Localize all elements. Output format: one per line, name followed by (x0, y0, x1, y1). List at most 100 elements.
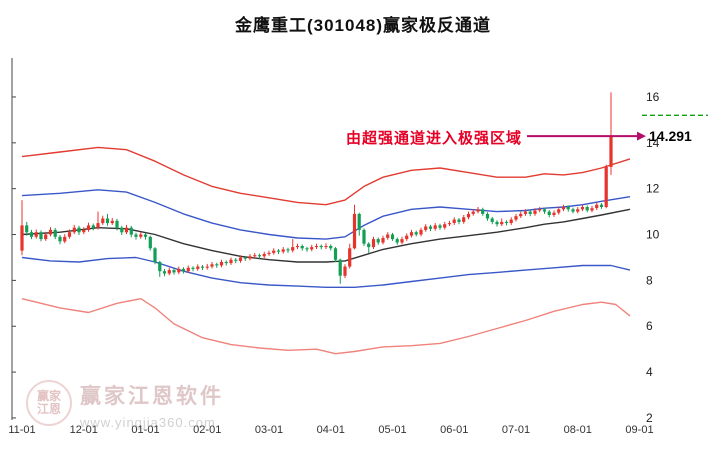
candle (433, 223, 437, 231)
candle (362, 228, 366, 246)
candle (25, 221, 29, 236)
candle (452, 217, 456, 225)
annotation-arrowhead (637, 131, 646, 141)
candle (504, 220, 509, 226)
candle (590, 205, 594, 213)
candle (509, 217, 513, 225)
candle (224, 260, 228, 266)
candle (571, 207, 575, 214)
candle (471, 209, 475, 216)
candle (319, 244, 323, 250)
candle (257, 253, 262, 259)
candle (58, 235, 62, 245)
candle (48, 227, 53, 237)
candle (139, 231, 143, 239)
candle (576, 207, 580, 214)
candle (542, 207, 547, 214)
candle (552, 210, 556, 217)
y-axis-label: 14 (646, 136, 660, 150)
candle (29, 229, 34, 240)
band-lower-outer (21, 298, 631, 355)
candle (101, 215, 105, 225)
candle (371, 236, 376, 249)
candle (390, 232, 395, 241)
candle (338, 258, 342, 284)
candle (205, 263, 209, 270)
candle (357, 212, 361, 236)
candle (143, 232, 148, 240)
candle (476, 207, 480, 214)
x-axis-label: 03-01 (255, 424, 283, 436)
candle (295, 243, 300, 249)
candle (409, 229, 414, 238)
candle (386, 232, 390, 240)
candle (324, 243, 328, 249)
candle (490, 216, 494, 225)
candle (329, 244, 333, 251)
band-upper-inner (21, 189, 631, 240)
candle (20, 200, 24, 256)
candle (424, 224, 428, 232)
candle (248, 254, 252, 261)
candle (495, 220, 499, 227)
candle (272, 248, 276, 255)
candle (105, 213, 110, 226)
candle (533, 208, 537, 216)
candle (229, 257, 233, 265)
candle (53, 228, 57, 240)
candle (604, 164, 608, 209)
x-axis-label: 12-01 (70, 424, 98, 436)
candle (481, 207, 485, 216)
candle (352, 204, 357, 250)
candle (528, 210, 532, 217)
candle (599, 203, 604, 209)
candle (177, 266, 181, 275)
candle (300, 244, 304, 251)
candle (580, 204, 585, 212)
candle (519, 211, 523, 218)
candle (381, 235, 385, 245)
candle (310, 244, 314, 252)
candle (215, 262, 219, 268)
candle (77, 225, 81, 235)
y-axis-label: 12 (646, 182, 660, 196)
candle (447, 220, 452, 226)
x-axis-label: 09-01 (625, 424, 653, 436)
candle (34, 229, 38, 239)
candle (485, 212, 490, 221)
candle (267, 250, 271, 256)
candle (219, 259, 224, 268)
candle (595, 202, 599, 210)
candle (343, 264, 347, 279)
candle (96, 211, 100, 230)
x-axis-label: 11-01 (8, 424, 35, 436)
candle (557, 207, 561, 215)
candle (86, 222, 91, 232)
y-axis-label: 6 (646, 319, 653, 333)
candle (186, 265, 190, 273)
y-axis-label: 10 (646, 228, 660, 242)
band-mid (21, 208, 631, 263)
y-axis-label: 16 (646, 90, 660, 104)
candle (348, 243, 352, 269)
price-callout-label: 14.291 (649, 128, 692, 144)
x-axis-label: 07-01 (502, 424, 530, 436)
x-axis-label: 08-01 (564, 424, 592, 436)
candle (153, 247, 157, 265)
candle (561, 204, 566, 212)
candle (291, 239, 295, 253)
candle (120, 225, 124, 235)
candle (547, 210, 551, 218)
candle (400, 236, 404, 245)
band-upper-outer (21, 146, 631, 206)
candle (91, 223, 95, 231)
candle (39, 230, 43, 242)
candle (234, 258, 238, 264)
candle (414, 230, 418, 237)
watermark-text-block: 赢家江恩软件 www.yingjia360.com (80, 380, 224, 430)
candle (243, 255, 247, 261)
candle (82, 227, 86, 235)
candle (181, 267, 186, 274)
candle (281, 247, 285, 254)
candle (167, 267, 171, 276)
